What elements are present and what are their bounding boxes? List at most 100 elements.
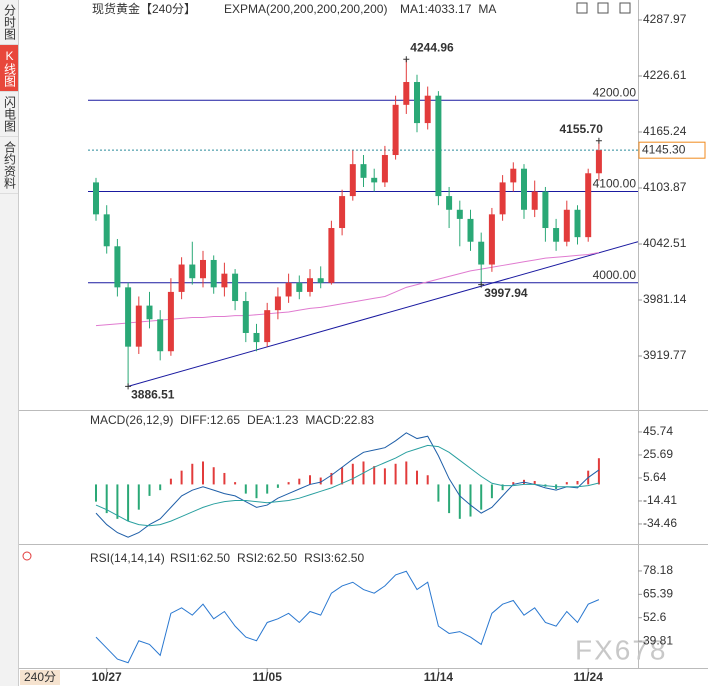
period-label[interactable]: 240分: [24, 670, 56, 684]
level-label: 4000.00: [593, 268, 637, 282]
candle-body: [296, 282, 303, 292]
candle-body: [114, 246, 121, 288]
diff-line: [95, 432, 600, 538]
candle-body: [553, 228, 560, 242]
legend-label: RSI3:62.50: [304, 551, 364, 565]
y-tick-label: 4165.24: [643, 124, 687, 138]
rsi-line: [95, 570, 600, 664]
current-price-label: 4145.30: [642, 142, 686, 156]
annotation-marker: [125, 383, 132, 390]
watermark: FX678: [575, 634, 668, 665]
sidebar: 分时图 K线图 闪电图 合约资料: [0, 0, 19, 686]
candle-body: [435, 95, 442, 197]
y-tick-label: 78.18: [643, 563, 673, 577]
dea-line: [95, 444, 600, 527]
sidebar-tab[interactable]: 合约资料: [0, 137, 18, 194]
candle-body: [264, 310, 271, 343]
candle-body: [531, 191, 538, 210]
candle-body: [467, 218, 474, 242]
y-tick-label: 45.74: [643, 424, 673, 438]
y-tick-label: -34.46: [643, 516, 677, 530]
settings-icon[interactable]: [22, 551, 32, 561]
icon[interactable]: [597, 2, 609, 14]
candle-body: [510, 168, 517, 183]
legend-label: RSI2:62.50: [237, 551, 297, 565]
candle-body: [456, 209, 463, 219]
toolbar-icons[interactable]: [576, 2, 631, 14]
legend-label: RSI1:62.50: [170, 551, 230, 565]
candle-body: [360, 164, 367, 178]
candle-body: [157, 319, 164, 352]
sidebar-tab[interactable]: K线图: [0, 45, 18, 92]
legend-label: MA: [478, 2, 496, 16]
current-price-box: [638, 141, 706, 159]
y-tick-label: 4287.97: [643, 12, 687, 26]
candle-body: [317, 278, 324, 283]
icon[interactable]: [619, 2, 631, 14]
candle-body: [521, 168, 527, 210]
annotation-marker: [595, 137, 602, 144]
candle-body: [446, 196, 453, 210]
candle-body: [488, 214, 495, 265]
candle-body: [285, 282, 292, 297]
background: [19, 0, 708, 686]
candle-body: [563, 209, 570, 242]
candle-body: [392, 104, 399, 156]
candle-body: [381, 155, 388, 183]
x-tick-label: 11/05: [253, 670, 283, 684]
y-tick-label: 4042.51: [643, 236, 687, 250]
icon[interactable]: [576, 2, 588, 14]
candle-body: [232, 273, 239, 302]
panel-title: MACD(26,12,9): [90, 413, 173, 427]
candle-body: [221, 273, 228, 288]
candle-body: [210, 259, 217, 288]
ma-line: [95, 252, 599, 327]
candle-body: [167, 291, 174, 352]
y-tick-label: 65.39: [643, 587, 673, 601]
annotation-marker: [478, 281, 485, 288]
candle-body: [200, 259, 206, 279]
y-tick-label: 4226.61: [643, 68, 687, 82]
annotation-label: 4244.96: [410, 40, 454, 54]
x-tick-label: 11/14: [424, 670, 454, 684]
x-tick-label: 11/24: [574, 670, 604, 684]
legend-label: MACD:22.83: [305, 413, 374, 427]
annotation-label: 3997.94: [484, 286, 528, 300]
candle-body: [307, 278, 313, 292]
period: 【240分】: [140, 2, 196, 16]
y-tick-label: 39.81: [643, 633, 673, 647]
annotation-marker: [403, 56, 410, 63]
y-tick-label: 3919.77: [643, 348, 687, 362]
candle-body: [103, 214, 110, 247]
candle-body: [595, 150, 602, 174]
annotation-label: 4155.70: [560, 122, 604, 136]
period-box[interactable]: [20, 670, 60, 685]
candle-body: [371, 177, 378, 183]
y-tick-label: 3981.14: [643, 292, 687, 306]
level-label: 4100.00: [593, 177, 637, 191]
annotation-label: 3886.51: [131, 388, 175, 402]
legend-label: DEA:1.23: [247, 413, 299, 427]
y-tick-label: 5.64: [643, 470, 667, 484]
candle-body: [242, 301, 249, 333]
candle-body: [253, 332, 260, 343]
candle-body: [146, 305, 153, 320]
candle-body: [189, 264, 196, 279]
candle-body: [574, 209, 581, 238]
candle-body: [178, 264, 185, 292]
candle-body: [125, 287, 132, 347]
candle-body: [135, 305, 142, 347]
sidebar-tab[interactable]: 闪电图: [0, 92, 18, 137]
indicator: EXPMA(200,200,200,200,200): [224, 2, 387, 16]
y-tick-label: 4103.87: [643, 180, 687, 194]
trend-line: [127, 241, 639, 387]
panel-title: RSI(14,14,14): [90, 551, 165, 565]
candle-body: [274, 296, 281, 311]
candle-body: [542, 191, 549, 229]
y-tick-label: 52.6: [643, 610, 667, 624]
sidebar-tab[interactable]: 分时图: [0, 0, 18, 45]
candle-body: [414, 82, 420, 124]
y-tick-label: -14.41: [643, 493, 677, 507]
